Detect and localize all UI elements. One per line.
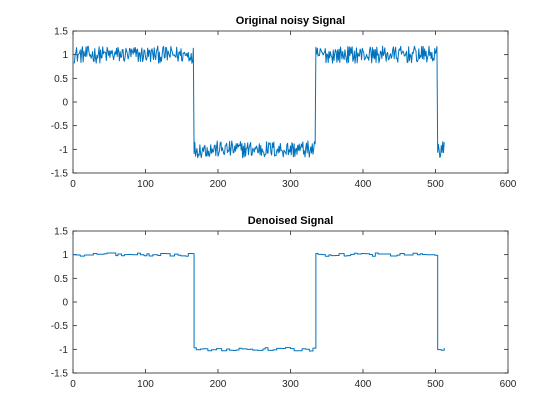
top-plot-original-noisy-signal: Original noisy Signal 0 100 200 300 400 500 60… [51, 15, 517, 190]
bottom-x-tick-label: 500 [427, 379, 444, 390]
bottom-x-tick-label: 600 [500, 379, 517, 390]
bottom-y-tick-label: 0.5 [54, 274, 68, 285]
bottom-y-tick-label: 1 [62, 250, 68, 261]
bottom-plot-title: Denoised Signal [248, 215, 334, 227]
top-y-tick-label: 0 [62, 98, 68, 109]
top-x-tick-label: 0 [70, 179, 76, 190]
bottom-y-tick-label: -0.5 [51, 321, 69, 332]
bottom-x-tick-label: 100 [137, 379, 154, 390]
top-plot-title: Original noisy Signal [236, 15, 345, 27]
bottom-x-tick-label: 200 [210, 379, 227, 390]
bottom-axes-box [72, 230, 509, 374]
top-x-tick-label: 400 [355, 179, 372, 190]
top-y-tick-label: -0.5 [51, 121, 69, 132]
top-x-tick-label: 300 [282, 179, 299, 190]
bottom-x-tick-label: 300 [282, 379, 299, 390]
top-x-tick-label: 500 [427, 179, 444, 190]
top-y-tick-label: 1 [62, 50, 68, 61]
top-x-tick-label: 200 [210, 179, 227, 190]
bottom-y-tick-label: 0 [62, 298, 68, 309]
top-y-tick-label: 1.5 [54, 27, 68, 38]
bottom-y-tick-label: -1 [59, 345, 68, 356]
top-y-tick-label: 0.5 [54, 74, 68, 85]
bottom-axes-ticks: 0 100 200 300 400 500 600 -1.5 -1 -0.5 0 0.5 1 1.5 [51, 227, 517, 391]
top-x-tick-label: 600 [500, 179, 517, 190]
top-x-tick-label: 100 [137, 179, 154, 190]
bottom-x-tick-label: 400 [355, 379, 372, 390]
bottom-x-tick-label: 0 [70, 379, 76, 390]
top-y-tick-label: -1 [59, 145, 68, 156]
top-y-tick-label: -1.5 [51, 169, 69, 180]
bottom-plot-denoised-signal: Denoised Signal 0 100 200 300 400 500 600 -1.5 -… [51, 215, 517, 390]
bottom-signal-line [73, 252, 445, 352]
top-axes-ticks: 0 100 200 300 400 500 600 -1.5 -1 -0.5 0 0.5 1 1.5 [51, 27, 517, 191]
bottom-y-tick-label: 1.5 [54, 227, 68, 238]
top-signal-line [73, 45, 445, 159]
bottom-y-tick-label: -1.5 [51, 369, 69, 380]
